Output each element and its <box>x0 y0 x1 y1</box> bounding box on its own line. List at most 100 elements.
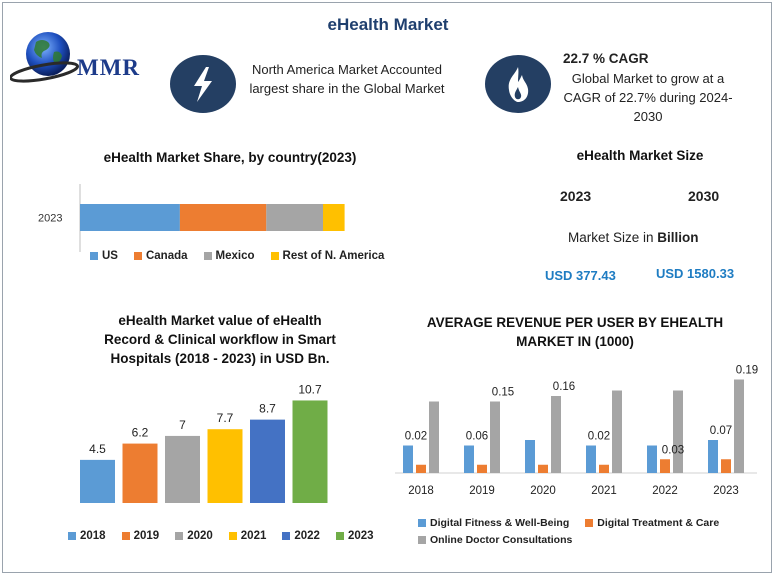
arpu-bar-2020-2 <box>551 396 561 473</box>
value-bar-2019 <box>122 443 158 503</box>
arpu-annotation-2021: 0.02 <box>588 431 610 443</box>
logo-text: MMR <box>77 55 141 80</box>
arpu-bar-2023-2 <box>734 379 744 473</box>
market-size-unit: Market Size in Billion <box>568 230 699 245</box>
share-legend-item: Canada <box>133 250 188 262</box>
arpu-bar-2018-1 <box>416 464 426 473</box>
value-chart: 4.5 6.2 7 7.7 8.7 10.7 <box>80 382 328 503</box>
arpu-legend-item-label: Digital Treatment & Care <box>597 517 720 529</box>
share-category-label: 2023 <box>38 213 62 225</box>
share-chart-title: eHealth Market Share, by country(2023) <box>103 150 357 165</box>
value-bar-2022 <box>250 419 285 503</box>
share-legend-item-label: Canada <box>145 250 188 262</box>
value-legend-item: 2019 <box>121 530 160 542</box>
value-legend-item-label: 2019 <box>133 530 160 542</box>
arpu-annotation-2023: 0.19 <box>736 365 758 377</box>
value-legend-item-swatch <box>175 532 184 540</box>
arpu-annotation-2022: 0.03 <box>662 444 684 456</box>
cagr-text: Global Market to grow at a CAGR of 22.7%… <box>563 71 733 124</box>
market-size-year-2023: 2023 <box>560 188 592 204</box>
arpu-bar-2023-0 <box>708 440 718 473</box>
value-legend-item: 2023 <box>335 530 374 542</box>
arpu-legend-item: Online Doctor Consultations <box>418 534 572 546</box>
value-legend-item-swatch <box>335 532 344 540</box>
arpu-bar-2023-1 <box>721 459 731 473</box>
arpu-annotation-2019: 0.15 <box>492 387 514 399</box>
market-size-value-2023: USD 377.43 <box>545 268 616 283</box>
value-label-2020: 7 <box>179 418 186 432</box>
share-legend: US Canada Mexico Rest of N. America <box>90 250 394 262</box>
market-size-unit-bold: Billion <box>657 230 699 245</box>
value-legend-item-swatch <box>282 532 291 540</box>
arpu-tick-2018: 2018 <box>408 485 434 497</box>
share-segment-us <box>80 204 180 231</box>
value-label-2018: 4.5 <box>89 442 106 456</box>
share-legend-item-swatch <box>90 252 98 260</box>
market-size-value-2030: USD 1580.33 <box>656 266 735 281</box>
arpu-bar-2019-1 <box>477 464 487 473</box>
share-legend-item-swatch <box>270 252 279 260</box>
arpu-bar-2020-0 <box>525 440 535 473</box>
value-legend-item: 2022 <box>282 530 320 542</box>
arpu-bar-2021-2 <box>612 390 622 473</box>
arpu-bar-2018-0 <box>403 445 413 473</box>
arpu-annotation-2023: 0.07 <box>710 425 732 437</box>
arpu-chart-title: AVERAGE REVENUE PER USER BY EHEALTH MARK… <box>410 313 740 351</box>
cagr-heading: 22.7 % CAGR <box>563 51 649 66</box>
arpu-bar-2019-2 <box>490 401 500 473</box>
value-legend-item-swatch <box>68 532 76 540</box>
value-legend-item-swatch <box>228 532 237 540</box>
value-legend-item-label: 2018 <box>80 530 106 542</box>
share-legend-item-label: Mexico <box>215 250 255 262</box>
value-chart-title-line-3: Hospitals (2018 - 2023) in USD Bn. <box>110 351 330 366</box>
globe-logo-icon <box>10 32 80 83</box>
share-segment-mexico <box>266 204 323 231</box>
value-chart-title-line-1: eHealth Market value of eHealth <box>118 313 322 328</box>
value-legend-item: 2018 <box>68 530 106 542</box>
arpu-legend-item-swatch <box>418 536 426 544</box>
share-segment-canada <box>179 204 267 231</box>
value-chart-title-line-2: Record & Clinical workflow in Smart <box>104 332 336 347</box>
arpu-annotation-2020: 0.16 <box>553 381 575 393</box>
info-left-text: North America Market Accounted largest s… <box>249 62 445 96</box>
arpu-legend-item-swatch <box>585 519 594 527</box>
value-bar-2023 <box>292 400 328 503</box>
arpu-bar-2021-0 <box>586 445 596 473</box>
arpu-bar-2022-2 <box>673 390 683 473</box>
arpu-annotation-2018: 0.02 <box>405 431 427 443</box>
flame-icon <box>485 55 551 113</box>
arpu-legend-item: Digital Treatment & Care <box>585 517 719 529</box>
market-size-year-2030: 2030 <box>688 188 720 204</box>
arpu-tick-2020: 2020 <box>530 485 556 497</box>
arpu-legend-item-label: Digital Fitness & Well-Being <box>430 517 570 529</box>
value-legend-item: 2021 <box>228 530 267 542</box>
share-segment-rest-of-n-america <box>323 204 345 231</box>
share-legend-item-swatch <box>133 252 142 260</box>
arpu-bar-2022-0 <box>647 445 657 473</box>
value-chart-title: eHealth Market value of eHealth Record &… <box>60 311 380 368</box>
arpu-legend-item-swatch <box>418 519 426 527</box>
arpu-bar-2018-2 <box>429 401 439 473</box>
arpu-tick-2021: 2021 <box>591 485 617 497</box>
arpu-bar-2022-1 <box>660 459 670 473</box>
value-label-2021: 7.7 <box>217 411 234 425</box>
arpu-tick-2022: 2022 <box>652 485 678 497</box>
arpu-tick-2019: 2019 <box>469 485 495 497</box>
arpu-legend-row-1: Digital Fitness & Well-Being Digital Trea… <box>418 517 763 529</box>
value-label-2022: 8.7 <box>259 402 276 416</box>
arpu-bar-2020-1 <box>538 464 548 473</box>
page-title: eHealth Market <box>327 15 449 34</box>
value-label-2023: 10.7 <box>298 382 322 396</box>
value-legend-item-label: 2021 <box>240 530 267 542</box>
arpu-bar-2019-0 <box>464 445 474 473</box>
value-legend-item-label: 2020 <box>187 530 213 542</box>
arpu-legend: Digital Fitness & Well-Being Digital Trea… <box>418 517 763 546</box>
lightning-bolt-icon <box>170 55 236 113</box>
arpu-annotation-2019: 0.06 <box>466 431 488 443</box>
value-legend-item-label: 2022 <box>294 530 320 542</box>
arpu-chart-title-line-2: MARKET IN (1000) <box>516 334 634 349</box>
arpu-legend-row-2: Online Doctor Consultations <box>418 534 763 546</box>
share-legend-item: Rest of N. America <box>270 250 384 262</box>
arpu-bar-2021-1 <box>599 464 609 473</box>
share-legend-item: US <box>90 250 118 262</box>
